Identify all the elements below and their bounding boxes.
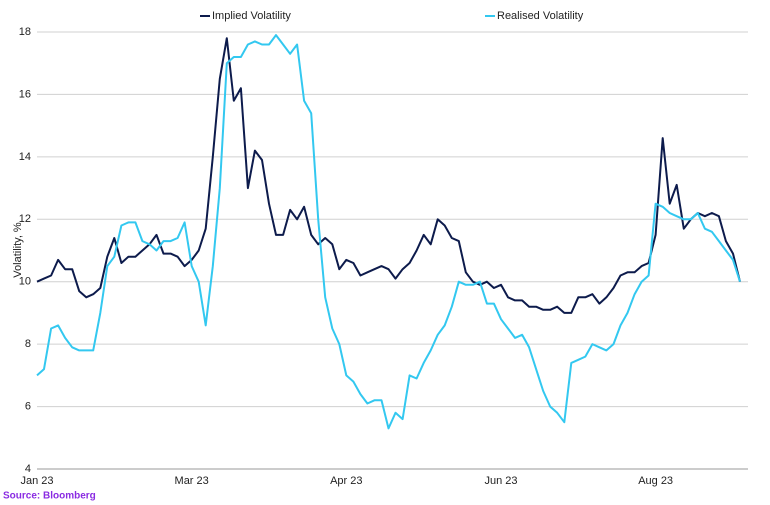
- y-axis-label: Volatility, %: [12, 222, 24, 278]
- x-tick-label: Jun 23: [484, 475, 517, 487]
- y-tick-label: 8: [25, 338, 31, 350]
- x-tick-label: Aug 23: [638, 475, 673, 487]
- legend-label: Implied Volatility: [212, 10, 291, 22]
- y-tick-label: 6: [25, 400, 31, 412]
- y-tick-label: 12: [19, 213, 31, 225]
- y-tick-label: 4: [25, 463, 31, 475]
- x-tick-label: Mar 23: [175, 475, 209, 487]
- source: Source: Bloomberg: [3, 491, 96, 502]
- y-tick-label: 16: [19, 88, 31, 100]
- x-tick-label: Apr 23: [330, 475, 362, 487]
- y-tick-label: 14: [19, 151, 31, 163]
- series-line: [36, 37, 741, 314]
- y-tick-label: 18: [19, 26, 31, 38]
- legend-label: Realised Volatility: [497, 10, 584, 22]
- x-tick-label: Jan 23: [20, 475, 53, 487]
- y-tick-label: 10: [19, 276, 31, 288]
- series-line: [36, 34, 741, 430]
